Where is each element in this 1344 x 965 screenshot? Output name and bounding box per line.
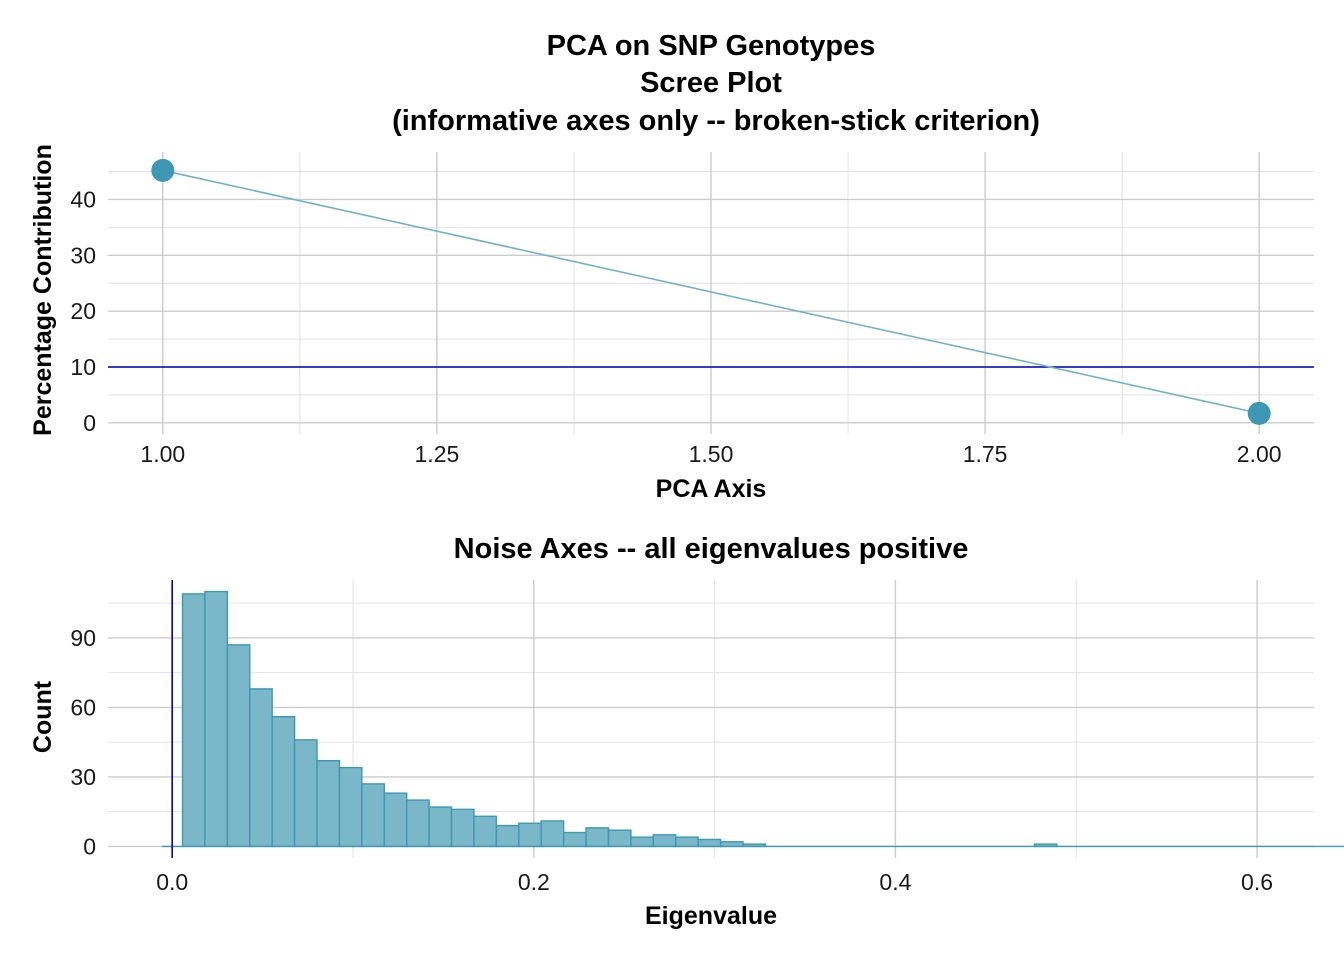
histogram-bar <box>697 838 722 848</box>
scree-x-axis-title: PCA Axis <box>656 475 767 503</box>
scree-x-tick-label: 1.50 <box>689 441 734 467</box>
histogram-y-tick-label: 0 <box>83 833 96 859</box>
scree-tick-labels: 1.00 1.25 1.50 1.75 2.00 0 10 20 30 40 <box>70 186 1281 467</box>
histogram-bar <box>361 783 385 848</box>
histogram-y-tick-label: 30 <box>70 764 96 790</box>
histogram-x-tick-label: 0.4 <box>879 869 911 895</box>
histogram-y-tick-label: 60 <box>70 694 96 720</box>
histogram-bar <box>1033 843 1058 848</box>
histogram-x-tick-label: 0.2 <box>518 869 550 895</box>
histogram-bar <box>585 827 610 848</box>
scree-x-tick-label: 1.75 <box>963 441 1008 467</box>
scree-y-tick-label: 0 <box>83 410 96 436</box>
histogram-bar <box>405 799 430 848</box>
scree-y-tick-label: 40 <box>70 186 96 212</box>
histogram-bar <box>450 808 475 848</box>
scree-title-line-1: PCA on SNP Genotypes <box>547 30 876 62</box>
histogram-bar <box>495 824 520 848</box>
histogram-bar <box>181 593 206 848</box>
scree-y-tick-label: 30 <box>70 242 96 268</box>
scree-x-tick-label: 1.00 <box>140 441 185 467</box>
histogram-y-tick-label: 90 <box>70 625 96 651</box>
histogram-bar <box>630 836 655 848</box>
histogram-x-axis-title: Eigenvalue <box>645 902 777 930</box>
scree-title-line-2: Scree Plot <box>640 67 782 99</box>
histogram-bar <box>316 760 341 848</box>
scree-panel: PCA on SNP Genotypes Scree Plot (informa… <box>29 30 1314 503</box>
scree-title-line-3: (informative axes only -- broken-stick c… <box>392 105 1040 137</box>
histogram-panel: Noise Axes -- all eigenvalues positive 0… <box>29 533 1344 930</box>
histogram-x-tick-label: 0.0 <box>156 869 188 895</box>
histogram-y-axis-title: Count <box>29 680 57 753</box>
scree-x-tick-label: 1.25 <box>415 441 460 467</box>
scree-x-tick-label: 2.00 <box>1237 441 1282 467</box>
histogram-bar <box>271 715 296 848</box>
scree-series-line <box>162 169 1260 415</box>
histogram-bar <box>226 644 251 848</box>
histogram-title: Noise Axes -- all eigenvalues positive <box>454 533 969 565</box>
histogram-bar <box>742 843 767 848</box>
histogram-bar <box>293 739 318 848</box>
scree-grid <box>108 152 1314 434</box>
histogram-bar <box>540 820 565 848</box>
histogram-x-tick-label: 0.6 <box>1241 869 1273 895</box>
histogram-bar <box>562 831 587 848</box>
histogram-bar <box>204 590 229 848</box>
histogram-bar <box>383 792 408 848</box>
scree-marks <box>108 158 1314 425</box>
histogram-marks <box>161 580 1344 858</box>
histogram-bar <box>473 815 498 848</box>
histogram-bar <box>249 688 273 848</box>
scree-y-tick-label: 20 <box>70 298 96 324</box>
histogram-bar <box>719 841 744 848</box>
histogram-bar <box>652 834 677 848</box>
histogram-bar <box>607 829 632 848</box>
histogram-bar <box>675 836 699 848</box>
scree-y-axis-title: Percentage Contribution <box>29 144 57 436</box>
histogram-bar <box>428 806 453 848</box>
scree-point <box>1247 401 1271 425</box>
histogram-bar <box>518 822 542 848</box>
histogram-tick-labels: 0.0 0.2 0.4 0.6 0 30 60 90 <box>70 625 1273 895</box>
scree-y-tick-label: 10 <box>70 354 96 380</box>
scree-point <box>151 158 175 182</box>
histogram-bar <box>338 766 363 848</box>
